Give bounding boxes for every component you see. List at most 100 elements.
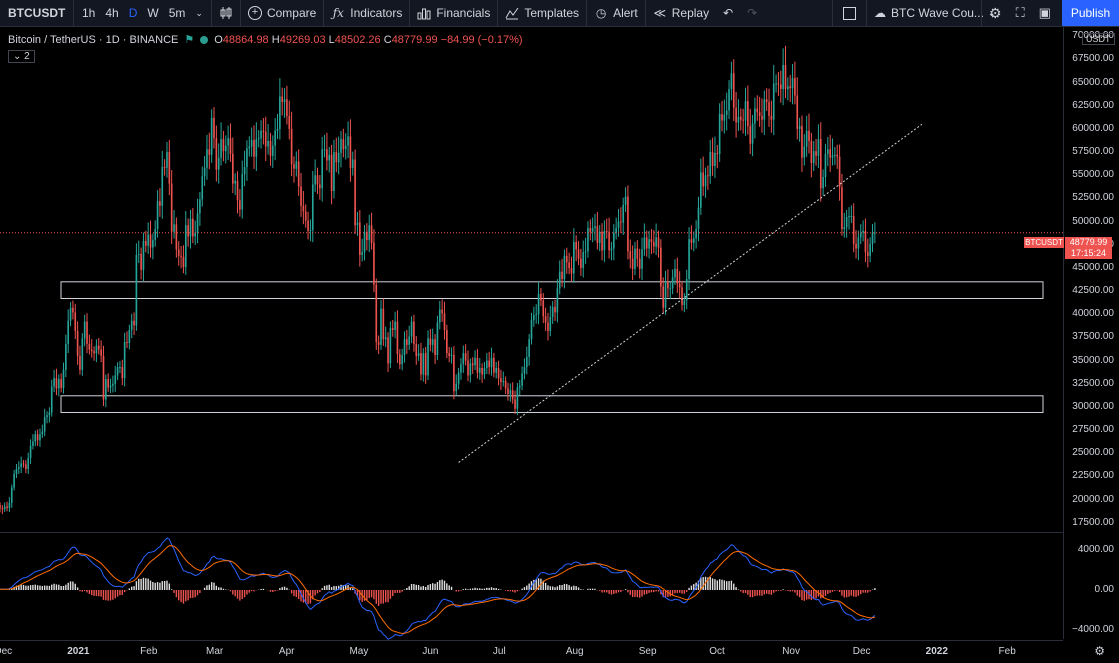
candle-body bbox=[591, 228, 594, 232]
indicators-button[interactable]: ƒx Indicators bbox=[324, 0, 409, 26]
layout-name-button[interactable]: ☁ BTC Wave Cou... ⌄ bbox=[867, 0, 995, 26]
layout-toggle-button[interactable] bbox=[833, 0, 866, 26]
candle-body bbox=[603, 230, 606, 251]
candle-body bbox=[34, 434, 37, 442]
timeframe-d-button[interactable]: D bbox=[128, 6, 138, 20]
candle-body bbox=[316, 175, 319, 185]
candle-body bbox=[20, 463, 22, 468]
candle-body bbox=[601, 231, 603, 251]
timeframe-1h-button[interactable]: 1h bbox=[82, 6, 96, 20]
replay-button[interactable]: ≪ Replay bbox=[646, 0, 716, 26]
candle-body bbox=[723, 115, 726, 121]
snapshot-button[interactable]: ▣ bbox=[1032, 0, 1058, 26]
candle-body bbox=[751, 123, 754, 144]
candle-body bbox=[761, 115, 763, 120]
redo-button[interactable]: ↷ bbox=[740, 0, 764, 26]
candle-body bbox=[645, 237, 648, 249]
candle-body bbox=[297, 161, 300, 187]
candle-body bbox=[763, 99, 766, 120]
candle-body bbox=[629, 251, 632, 259]
candle-body bbox=[502, 380, 505, 382]
visibility-icon[interactable] bbox=[200, 35, 209, 44]
candle-body bbox=[135, 254, 138, 326]
price-tick-label: 55000.00 bbox=[1072, 169, 1114, 181]
candle-body bbox=[159, 201, 161, 206]
candle-body bbox=[194, 232, 197, 237]
candle-body bbox=[650, 239, 653, 242]
candle-body bbox=[474, 357, 476, 366]
candle-body bbox=[855, 243, 857, 249]
candle-body bbox=[422, 353, 425, 375]
candle-body bbox=[826, 149, 829, 154]
candle-body bbox=[692, 238, 695, 243]
candle-body bbox=[789, 86, 792, 89]
candle-body bbox=[535, 314, 538, 316]
symbol-search-button[interactable]: BTCUSDT bbox=[8, 6, 66, 20]
currency-badge[interactable]: USDT bbox=[1082, 33, 1115, 45]
timeframe-w-button[interactable]: W bbox=[147, 6, 159, 20]
candle-body bbox=[279, 96, 281, 129]
candle-body bbox=[119, 367, 121, 369]
candle-body bbox=[187, 225, 189, 237]
price-axis[interactable]: 70000.00 67500.00 65000.00 62500.00 60000.00… bbox=[1063, 27, 1119, 639]
top-toolbar: BTCUSDT 1h 4h D W 5m ⌄ + Compare ƒx Indi… bbox=[0, 0, 1119, 27]
candle-body bbox=[836, 154, 839, 157]
candle-body bbox=[175, 224, 178, 250]
candle-body bbox=[707, 175, 709, 177]
timeframe-5m-button[interactable]: 5m bbox=[168, 6, 186, 20]
time-tick-label: Sep bbox=[638, 646, 657, 657]
candle-body bbox=[667, 281, 669, 289]
candle-body bbox=[401, 355, 403, 365]
candle-body bbox=[462, 353, 465, 365]
toolbar-divider bbox=[866, 0, 867, 26]
candle-body bbox=[105, 379, 107, 400]
chevron-down-icon: ⌄ bbox=[13, 51, 22, 62]
financials-label: Financials bbox=[436, 6, 491, 20]
candle-body bbox=[163, 166, 166, 168]
candle-body bbox=[123, 342, 126, 379]
candle-body bbox=[304, 211, 307, 221]
candle-body bbox=[838, 156, 841, 188]
indicator-count-badge[interactable]: ⌄ 2 bbox=[8, 50, 35, 63]
candle-body bbox=[60, 379, 62, 388]
chart-type-button[interactable] bbox=[212, 0, 240, 26]
time-axis[interactable]: Dec 2021 Feb Mar Apr May Jun Jul Aug Sep Oct Nov Dec… bbox=[0, 640, 1063, 663]
candle-body bbox=[232, 153, 234, 184]
candle-body bbox=[685, 279, 688, 301]
pane-separator[interactable] bbox=[0, 532, 1063, 533]
templates-button[interactable]: Templates bbox=[498, 0, 586, 26]
candle-body bbox=[464, 353, 467, 361]
undo-button[interactable]: ↶ bbox=[716, 0, 740, 26]
toolbar-divider bbox=[210, 0, 212, 26]
candle-body bbox=[859, 232, 862, 238]
candle-body bbox=[361, 252, 363, 255]
candle-body bbox=[3, 506, 6, 510]
main-chart-canvas[interactable] bbox=[0, 0, 1063, 640]
settings-button[interactable]: ⚙ bbox=[982, 0, 1009, 26]
candle-body bbox=[801, 126, 803, 158]
candle-body bbox=[114, 375, 117, 384]
gear-icon[interactable]: ⚙ bbox=[1094, 644, 1105, 658]
candle-body bbox=[636, 248, 639, 259]
candle-body bbox=[50, 386, 53, 413]
series-title[interactable]: Bitcoin / TetherUS · 1D · BINANCE bbox=[8, 33, 179, 46]
alert-button[interactable]: ◷ Alert bbox=[587, 0, 645, 26]
timeframe-4h-button[interactable]: 4h bbox=[105, 6, 119, 20]
candle-body bbox=[563, 255, 566, 280]
candle-body bbox=[525, 356, 528, 368]
candle-body bbox=[267, 140, 269, 147]
publish-button[interactable]: Publish bbox=[1062, 0, 1119, 26]
compare-button[interactable]: + Compare bbox=[241, 0, 323, 26]
candle-body bbox=[483, 367, 486, 375]
support-zone-1 bbox=[60, 395, 1044, 413]
candle-body bbox=[716, 153, 719, 155]
candle-body bbox=[829, 149, 831, 158]
chevron-down-icon[interactable]: ⌄ bbox=[195, 7, 203, 18]
candle-body bbox=[154, 229, 157, 241]
candles-icon bbox=[220, 7, 232, 19]
time-tick-label: Nov bbox=[782, 646, 800, 657]
candle-body bbox=[311, 184, 314, 230]
financials-button[interactable]: Financials bbox=[410, 0, 497, 26]
candle-body bbox=[756, 108, 759, 113]
fullscreen-button[interactable]: ⛶ bbox=[1009, 0, 1032, 26]
